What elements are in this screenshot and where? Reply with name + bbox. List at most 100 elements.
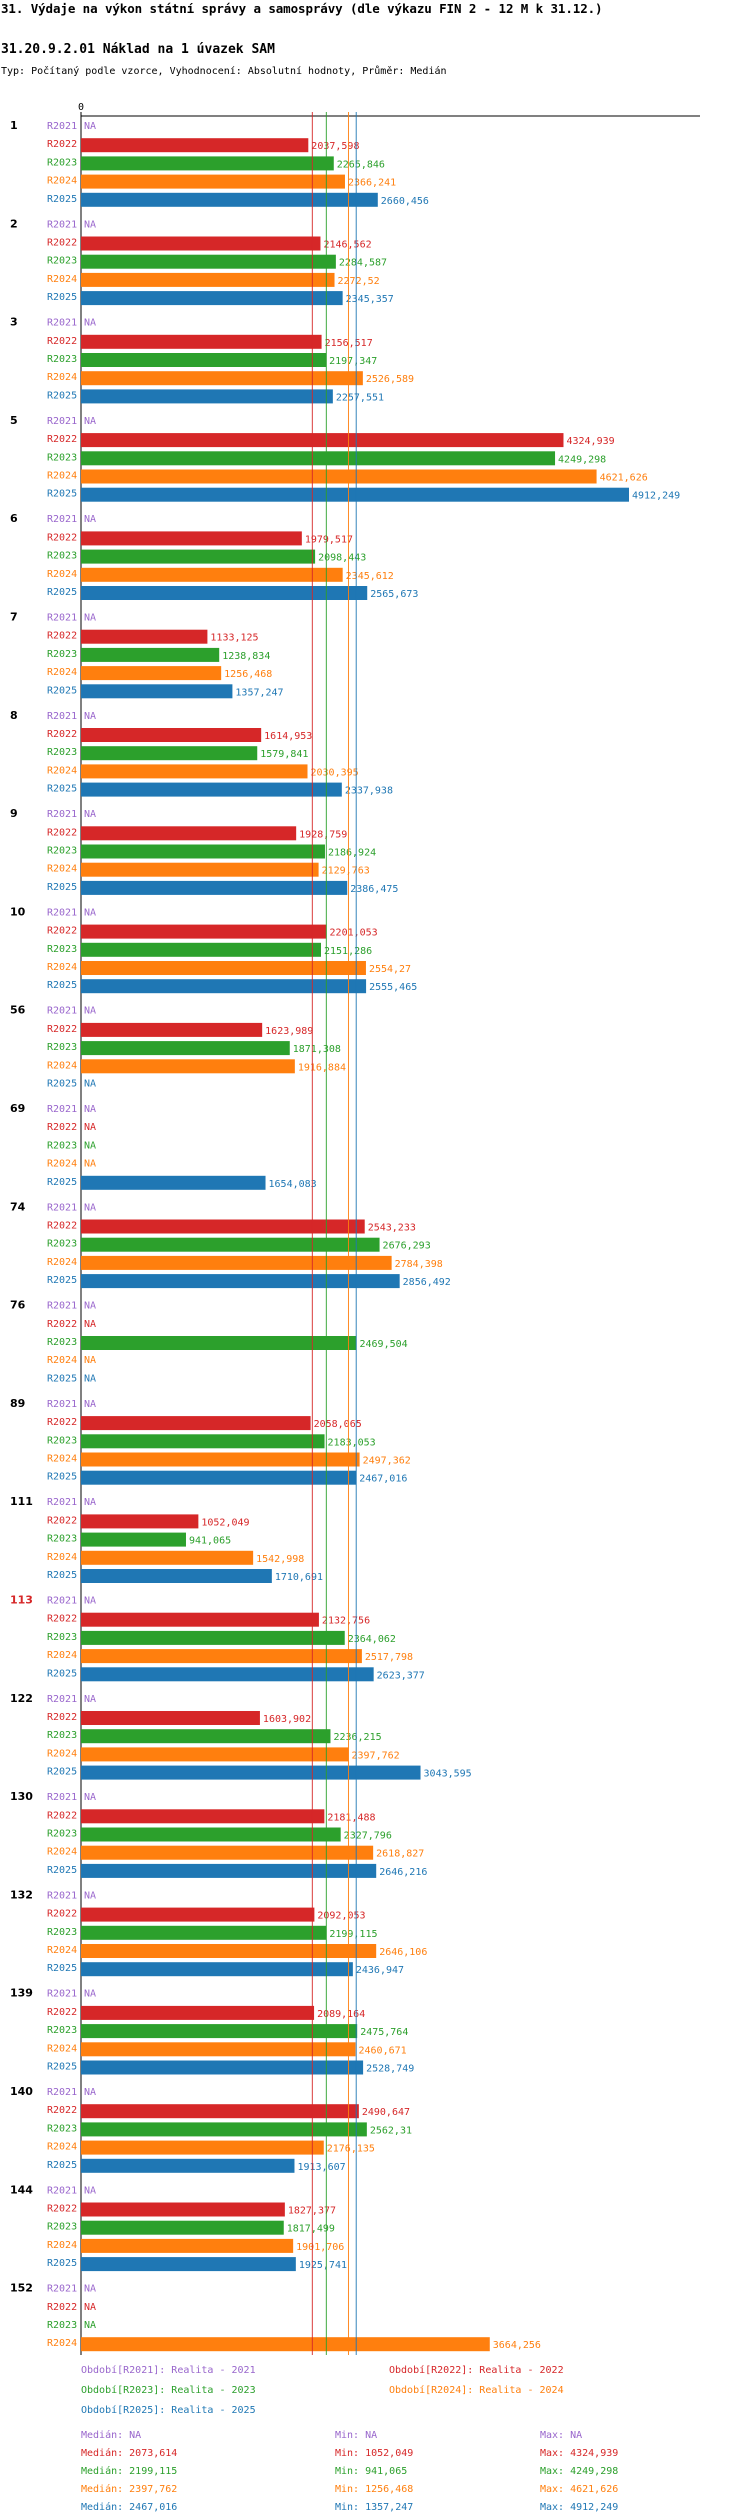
- bar: [81, 826, 297, 841]
- value-label: 2528,749: [366, 2064, 414, 2075]
- bar: [81, 961, 366, 975]
- bar: [81, 138, 309, 153]
- value-label: 2030,395: [311, 767, 359, 778]
- series-label: R2021: [47, 2284, 77, 2295]
- series-label: R2024: [47, 864, 77, 875]
- na-label: NA: [84, 1202, 96, 1213]
- series-label: R2021: [47, 1497, 77, 1508]
- na-label: NA: [84, 1122, 96, 1133]
- value-label: 2784,398: [395, 1259, 443, 1270]
- na-label: NA: [84, 1399, 96, 1410]
- legend-period: Období[R2022]: Realita - 2022: [389, 2365, 564, 2376]
- bar: [81, 1729, 331, 1744]
- value-label: 1654,083: [269, 1179, 317, 1190]
- series-label: R2025: [47, 587, 77, 598]
- series-label: R2024: [47, 471, 77, 482]
- series-label: R2023: [47, 944, 77, 955]
- bar: [81, 1845, 374, 1860]
- series-label: R2023: [47, 1337, 77, 1348]
- group-label: 152: [10, 2282, 33, 2295]
- bar: [81, 666, 222, 681]
- bar: [81, 1667, 374, 1682]
- series-label: R2023: [47, 452, 77, 463]
- value-label: 1052,049: [201, 1517, 249, 1528]
- series-label: R2021: [47, 1104, 77, 1115]
- series-label: R2024: [47, 1355, 77, 1366]
- series-label: R2023: [47, 551, 77, 562]
- series-label: R2025: [47, 390, 77, 401]
- series-label: R2023: [47, 1435, 77, 1446]
- series-label: R2024: [47, 1454, 77, 1465]
- series-label: R2021: [47, 1399, 77, 1410]
- value-label: 1913,607: [297, 2162, 345, 2173]
- na-label: NA: [84, 2087, 96, 2098]
- bar: [81, 531, 302, 546]
- legend-median: Medián: NA: [81, 2430, 142, 2441]
- group-label: 122: [10, 1692, 33, 1705]
- bar: [81, 236, 321, 251]
- bar: [81, 2238, 294, 2253]
- chart-subtitle: 31.20.9.2.01 Náklad na 1 úvazek SAM: [1, 42, 275, 57]
- na-label: NA: [84, 2284, 96, 2295]
- series-label: R2022: [47, 2204, 77, 2215]
- series-label: R2025: [47, 1373, 77, 1384]
- value-label: 2201,053: [330, 928, 378, 939]
- series-label: R2023: [47, 1632, 77, 1643]
- value-label: 2618,827: [376, 1849, 424, 1860]
- legend-min: Min: NA: [335, 2430, 378, 2441]
- group-label: 111: [10, 1495, 33, 1508]
- bar: [81, 1274, 400, 1289]
- na-label: NA: [84, 1373, 96, 1384]
- group-label: 7: [10, 611, 18, 624]
- bar: [81, 844, 325, 859]
- na-label: NA: [84, 416, 96, 427]
- value-label: 2327,796: [344, 1831, 392, 1842]
- series-label: R2024: [47, 962, 77, 973]
- value-label: 1928,759: [299, 829, 347, 840]
- value-label: 1542,998: [256, 1554, 304, 1565]
- na-label: NA: [84, 1792, 96, 1803]
- na-label: NA: [84, 1301, 96, 1312]
- series-label: R2022: [47, 336, 77, 347]
- na-label: NA: [84, 1079, 96, 1090]
- series-label: R2022: [47, 827, 77, 838]
- value-label: 2183,053: [328, 1437, 376, 1448]
- value-label: 2265,846: [337, 159, 385, 170]
- value-label: 2856,492: [403, 1277, 451, 1288]
- series-label: R2023: [47, 1042, 77, 1053]
- series-label: R2022: [47, 926, 77, 937]
- series-label: R2023: [47, 846, 77, 857]
- value-label: 2366,241: [348, 178, 396, 189]
- bar: [81, 1022, 263, 1037]
- bar: [81, 1041, 290, 1056]
- series-label: R2025: [47, 1275, 77, 1286]
- series-label: R2024: [47, 2240, 77, 2251]
- series-label: R2022: [47, 139, 77, 150]
- value-label: 2646,216: [379, 1867, 427, 1878]
- series-label: R2023: [47, 354, 77, 365]
- na-label: NA: [84, 514, 96, 525]
- series-label: R2022: [47, 1122, 77, 1133]
- na-label: NA: [84, 318, 96, 329]
- value-label: 2345,357: [346, 294, 394, 305]
- group-label: 74: [10, 1200, 26, 1213]
- series-label: R2023: [47, 157, 77, 168]
- series-label: R2022: [47, 1417, 77, 1428]
- bar: [81, 2140, 324, 2155]
- value-label: 2176,135: [327, 2144, 375, 2155]
- series-label: R2021: [47, 318, 77, 329]
- bar: [81, 746, 258, 761]
- value-label: 2146,562: [323, 240, 371, 251]
- series-label: R2022: [47, 1221, 77, 1232]
- bar: [81, 2202, 285, 2217]
- value-label: 2181,488: [327, 1812, 375, 1823]
- legend: Období[R2021]: Realita - 2021 Období[R202…: [0, 2355, 750, 2513]
- bar: [81, 629, 208, 644]
- na-label: NA: [84, 1104, 96, 1115]
- bar: [81, 728, 262, 742]
- na-label: NA: [84, 1006, 96, 1017]
- series-label: R2022: [47, 1909, 77, 1920]
- value-label: 2554,27: [369, 964, 411, 975]
- bar: [81, 586, 368, 600]
- bar: [81, 334, 322, 349]
